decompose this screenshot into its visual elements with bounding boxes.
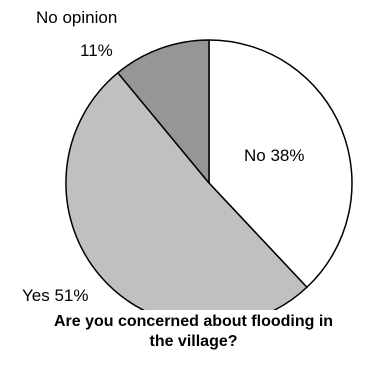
pie-chart: No 38% Yes 51% No opinion 11% <box>22 8 353 310</box>
pie-slices <box>65 39 353 310</box>
slice-label-no-opinion-percent: 11% <box>80 41 113 60</box>
chart-title: Are you concerned about flooding in the … <box>53 313 334 350</box>
pie-slice-no <box>208 39 353 288</box>
pie-slice-yes <box>65 72 308 310</box>
slice-label-yes: Yes 51% <box>22 286 88 305</box>
slice-label-no: No 38% <box>244 146 304 165</box>
pie-slice-no-opinion <box>117 39 210 184</box>
slice-label-no-opinion: No opinion <box>36 8 117 27</box>
